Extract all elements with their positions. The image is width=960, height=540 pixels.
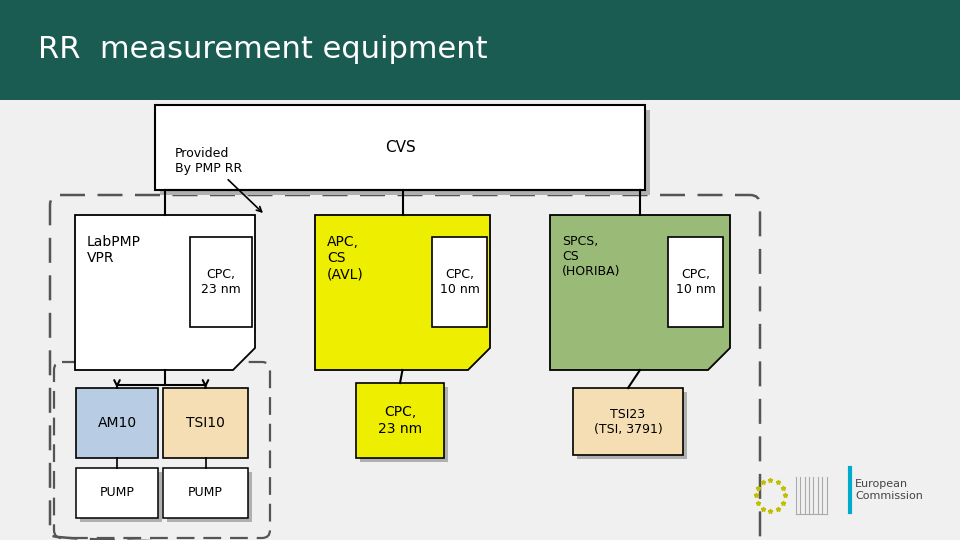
Text: CPC,
10 nm: CPC, 10 nm xyxy=(440,268,479,296)
Text: CPC,
23 nm: CPC, 23 nm xyxy=(378,406,422,436)
Text: CPC,
23 nm: CPC, 23 nm xyxy=(202,268,241,296)
Text: AM10: AM10 xyxy=(97,416,136,430)
Text: APC,
CS
(AVL): APC, CS (AVL) xyxy=(327,235,364,281)
Bar xyxy=(672,241,727,331)
Bar xyxy=(76,468,158,518)
Bar xyxy=(360,387,448,462)
Polygon shape xyxy=(75,215,255,370)
Bar xyxy=(194,241,256,331)
Text: European
Commission: European Commission xyxy=(855,479,923,501)
Text: SPCS,
CS
(HORIBA): SPCS, CS (HORIBA) xyxy=(562,235,620,278)
Bar xyxy=(163,388,248,458)
Bar xyxy=(0,0,960,100)
Bar xyxy=(356,383,444,458)
Polygon shape xyxy=(315,215,490,370)
Bar xyxy=(160,110,650,195)
Text: LabPMP
VPR: LabPMP VPR xyxy=(87,235,141,265)
Bar xyxy=(76,388,158,458)
Text: TSI10: TSI10 xyxy=(186,416,225,430)
Bar xyxy=(432,237,487,327)
Text: Provided
By PMP RR: Provided By PMP RR xyxy=(175,147,262,212)
Polygon shape xyxy=(550,215,730,370)
Bar xyxy=(190,237,252,327)
Bar xyxy=(573,388,683,455)
Bar xyxy=(80,472,162,522)
Text: RR  measurement equipment: RR measurement equipment xyxy=(38,36,488,64)
Bar xyxy=(668,237,723,327)
Text: PUMP: PUMP xyxy=(100,487,134,500)
Bar xyxy=(167,472,252,522)
Text: CVS: CVS xyxy=(385,140,416,155)
Bar xyxy=(163,468,248,518)
Bar xyxy=(577,392,687,459)
Text: PUMP: PUMP xyxy=(188,487,223,500)
Bar xyxy=(155,105,645,190)
Text: CPC,
10 nm: CPC, 10 nm xyxy=(676,268,715,296)
Text: TSI23
(TSI, 3791): TSI23 (TSI, 3791) xyxy=(593,408,662,435)
Bar xyxy=(436,241,491,331)
